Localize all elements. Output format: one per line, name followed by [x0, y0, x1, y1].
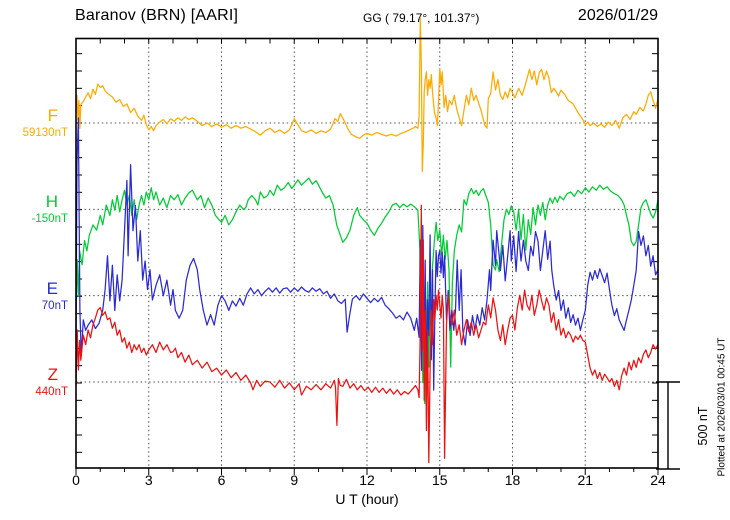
trace-Z	[75, 204, 659, 464]
channel-letter-E: E	[46, 278, 58, 298]
x-tick-label-9: 9	[290, 472, 299, 488]
x-tick-label-12: 12	[359, 472, 375, 488]
x-tick-label-6: 6	[217, 472, 226, 488]
channel-letter-H: H	[45, 192, 58, 212]
trace-F	[75, 17, 659, 173]
channel-baseline-value-F: 59130nT	[22, 127, 68, 139]
channel-baseline-value-H: -150nT	[31, 213, 68, 226]
x-tick-label-24: 24	[650, 472, 666, 488]
channel-letter-Z: Z	[47, 364, 58, 384]
channel-label-Z: Z 440nT	[0, 366, 68, 399]
x-axis-title: U T (hour)	[335, 491, 399, 507]
plot-date: 2026/01/29	[577, 7, 658, 24]
x-tick-label-3: 3	[144, 472, 153, 488]
trace-E	[75, 117, 659, 391]
channel-baseline-value-E: 70nT	[41, 299, 68, 312]
channel-label-E: E 70nT	[0, 280, 68, 313]
scale-bar-label: 500 nT	[696, 406, 710, 446]
x-tick-label-0: 0	[72, 472, 80, 488]
plot-frame	[75, 37, 659, 469]
x-tick-label-21: 21	[577, 472, 594, 488]
x-tick-label-15: 15	[431, 472, 448, 488]
station-title: Baranov (BRN) [AARI]	[75, 7, 239, 24]
channel-label-H: H -150nT	[0, 193, 68, 226]
geographic-coordinates: GG ( 79.17°, 101.37°)	[363, 11, 480, 25]
trace-H	[75, 177, 659, 405]
plotted-at-note: Plotted at 2026/03/01 00:45 UT	[716, 337, 728, 477]
channel-baseline-value-Z: 440nT	[35, 385, 68, 398]
x-tick-label-18: 18	[504, 472, 521, 488]
channel-label-F: F 59130nT	[0, 107, 68, 140]
channel-letter-F: F	[47, 106, 58, 125]
